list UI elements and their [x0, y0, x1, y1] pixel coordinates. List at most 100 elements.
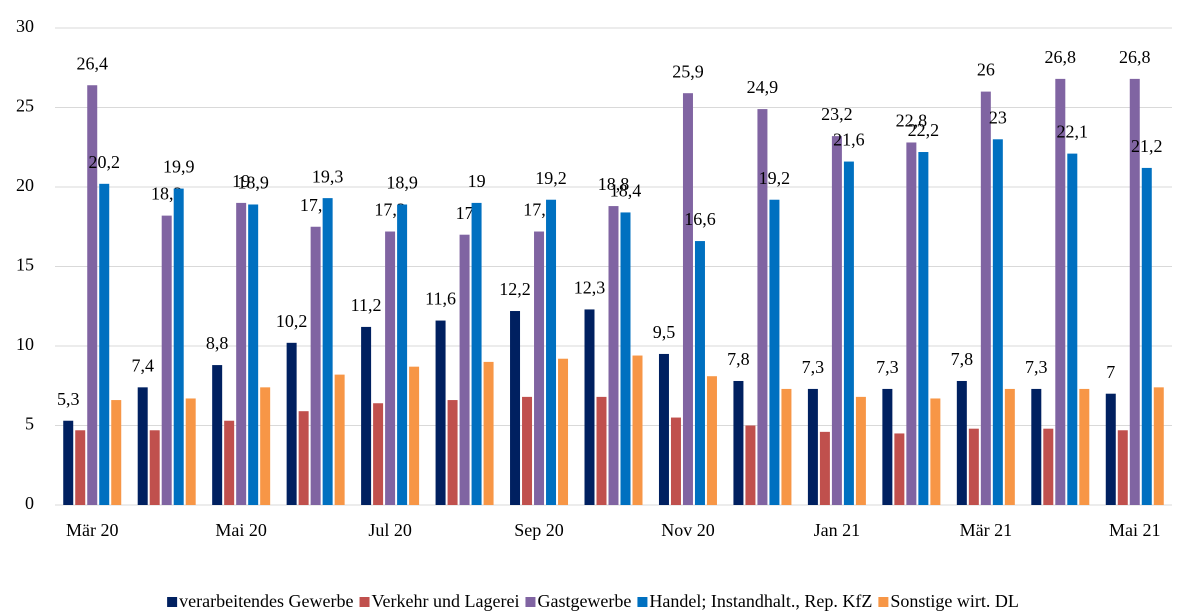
- bar: [298, 411, 309, 505]
- data-label: 8,8: [206, 333, 229, 353]
- bar: [459, 234, 470, 505]
- bar: [149, 430, 160, 505]
- data-label: 23: [989, 107, 1007, 127]
- bar: [1043, 428, 1054, 505]
- bar: [596, 396, 607, 505]
- bar: [435, 320, 446, 505]
- bar: [99, 183, 110, 505]
- bar: [992, 139, 1003, 506]
- bar: [658, 353, 669, 505]
- y-tick-label: 25: [16, 96, 34, 116]
- data-label: 22,2: [908, 120, 940, 140]
- data-label: 7,3: [802, 357, 825, 377]
- bar: [447, 400, 458, 505]
- data-label: 20,2: [88, 152, 120, 172]
- bar: [248, 204, 259, 506]
- bar: [584, 309, 595, 505]
- bar: [930, 398, 941, 505]
- data-label: 10,2: [276, 311, 308, 331]
- bar: [409, 366, 420, 505]
- data-label: 23,2: [821, 104, 853, 124]
- data-label: 11,2: [351, 295, 382, 315]
- data-label: 5,3: [57, 389, 80, 409]
- data-label: 22,8: [896, 111, 928, 131]
- data-label: 19,9: [163, 157, 195, 177]
- data-label: 11,6: [425, 289, 456, 309]
- bar: [968, 428, 979, 505]
- bar: [1004, 388, 1015, 505]
- legend-swatch: [167, 597, 178, 607]
- bar: [769, 199, 780, 505]
- bar: [75, 430, 86, 505]
- bar: [111, 400, 122, 505]
- bar: [620, 212, 631, 505]
- y-tick-label: 15: [16, 255, 34, 275]
- x-tick-label: Mär 20: [66, 520, 119, 540]
- legend-swatch: [359, 597, 370, 607]
- bar: [212, 365, 223, 505]
- legend-swatch: [637, 597, 648, 607]
- legend-label: Gastgewerbe: [537, 591, 631, 611]
- bar: [694, 241, 705, 505]
- bar: [906, 142, 917, 506]
- y-tick-label: 10: [16, 334, 34, 354]
- legend-label: Sonstige wirt. DL: [890, 591, 1019, 611]
- data-label: 7,4: [131, 355, 154, 375]
- bar: [137, 387, 148, 505]
- data-label: 26,8: [1045, 47, 1077, 67]
- bar: [161, 215, 172, 505]
- x-tick-label: Mai 20: [215, 520, 267, 540]
- bar: [781, 388, 792, 505]
- bar: [670, 417, 681, 505]
- data-label: 18,4: [610, 181, 642, 201]
- bar: [980, 91, 991, 505]
- x-tick-label: Mai 21: [1109, 520, 1161, 540]
- bar: [733, 380, 744, 505]
- data-label: 19: [468, 171, 486, 191]
- bar: [956, 380, 967, 505]
- y-tick-label: 5: [25, 414, 34, 434]
- data-label: 18,9: [386, 173, 418, 193]
- data-label: 7,8: [727, 349, 750, 369]
- data-label: 12,3: [574, 278, 606, 298]
- bar: [882, 388, 893, 505]
- bar: [682, 93, 693, 505]
- bar: [173, 188, 184, 505]
- bar: [807, 388, 818, 505]
- bar: [286, 342, 297, 505]
- y-tick-label: 30: [16, 16, 34, 36]
- bar: [918, 152, 929, 505]
- bar: [558, 358, 569, 505]
- data-label: 19,3: [312, 166, 344, 186]
- bar: [843, 161, 854, 505]
- bar: [1067, 153, 1078, 506]
- x-tick-label: Jan 21: [814, 520, 861, 540]
- data-label: 12,2: [499, 279, 531, 299]
- data-label: 19,2: [535, 168, 567, 188]
- bar: [855, 396, 866, 505]
- legend-label: Verkehr und Lagerei: [372, 591, 520, 611]
- data-label: 21,2: [1131, 136, 1163, 156]
- bar: [471, 202, 482, 505]
- bar: [632, 355, 643, 505]
- bar: [1117, 430, 1128, 505]
- data-label: 22,1: [1057, 122, 1089, 142]
- data-label: 9,5: [653, 322, 676, 342]
- data-label: 18,9: [237, 173, 269, 193]
- legend-swatch: [525, 597, 536, 607]
- data-label: 7,8: [951, 349, 974, 369]
- data-label: 16,6: [684, 209, 716, 229]
- bar: [87, 85, 98, 506]
- bar: [819, 431, 830, 505]
- bar: [510, 311, 521, 505]
- data-label: 19: [232, 171, 250, 191]
- data-label: 21,6: [833, 130, 865, 150]
- bar: [236, 202, 247, 505]
- bar: [1055, 78, 1066, 505]
- y-tick-label: 20: [16, 175, 34, 195]
- bar: [546, 199, 557, 505]
- bar: [373, 403, 384, 505]
- bar: [1079, 388, 1090, 505]
- bar: [706, 376, 717, 505]
- data-label: 26: [977, 60, 995, 80]
